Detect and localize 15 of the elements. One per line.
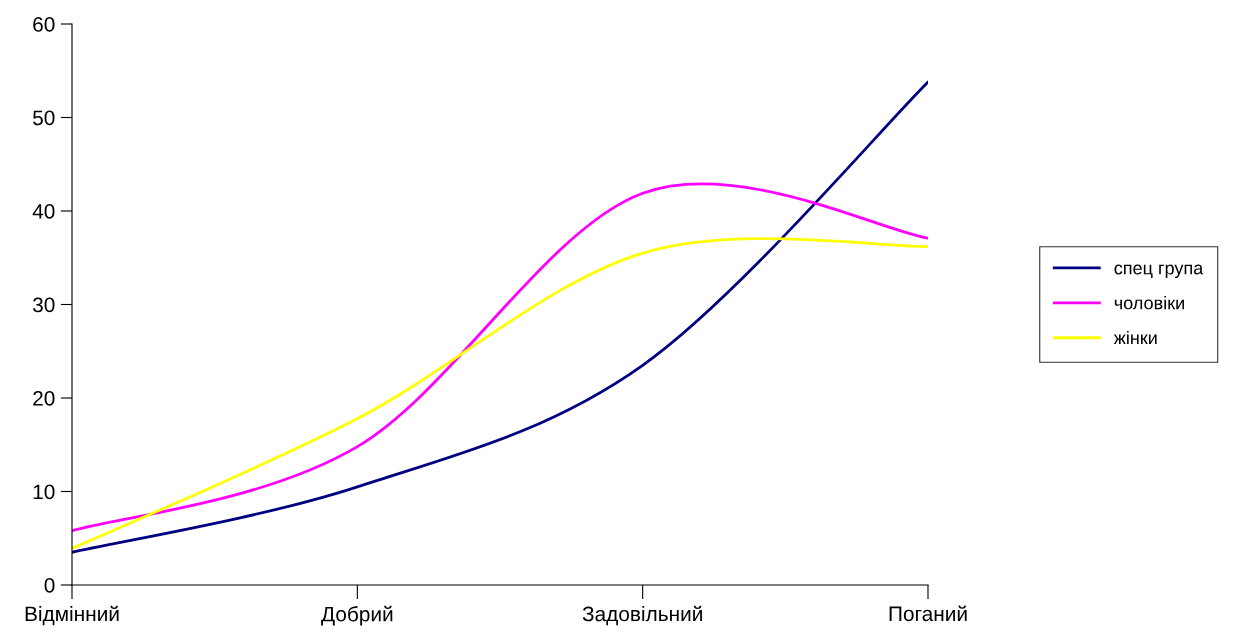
y-tick-label: 10	[33, 484, 55, 500]
y-tick-label: 30	[32, 297, 55, 313]
x-tick-label: Поганий	[889, 605, 967, 622]
x-tick-label: Добрий	[321, 605, 393, 626]
y-tick-label: 20	[33, 391, 55, 406]
x-tick-label: Задовільний	[582, 605, 702, 626]
legend-label: спец група	[1114, 264, 1204, 279]
x-tick-label: Відмінний	[25, 605, 119, 626]
y-tick-label: 50	[33, 110, 55, 126]
y-tick-label: 40	[32, 204, 55, 219]
y-tick-label: 60	[33, 17, 55, 32]
legend-label: чоловіки	[1114, 296, 1184, 310]
legend-label: жінки	[1113, 330, 1157, 345]
y-tick-label: 0	[44, 578, 55, 593]
line-series	[72, 80, 928, 554]
